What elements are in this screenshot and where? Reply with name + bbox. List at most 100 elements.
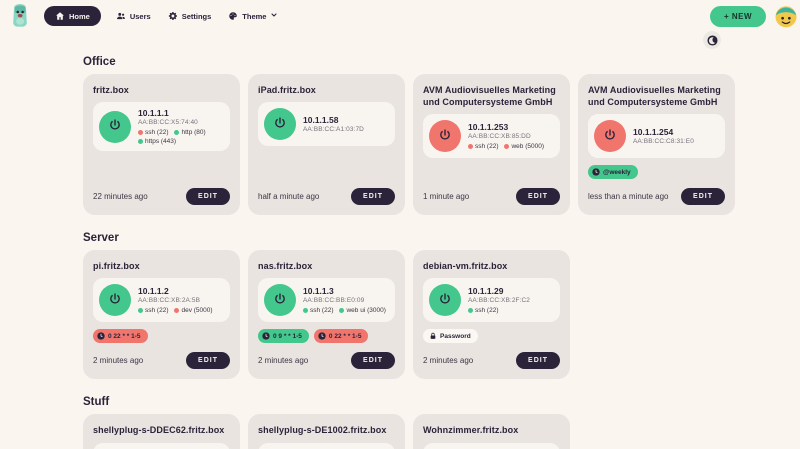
device-info: 10.1.1.29 AA:BB:CC:XB:2F:C2 ssh (22) [468,286,530,314]
device-card: iPad.fritz.box 10.1.1.58 AA:BB:CC:A1:03:7D… [248,74,405,216]
clock-icon [97,332,105,341]
device-name: debian-vm.fritz.box [423,261,508,272]
port-label: ssh (22) [475,307,499,315]
device-mac: AA:BB:CC:XB:2F:C2 [468,297,531,305]
card-grid: shellyplug-s-DDEC62.fritz.box 10.1.1.18AA… [83,414,800,449]
cron-badge: @weekly [588,165,638,180]
edit-button[interactable]: EDIT [186,352,230,370]
port-status[interactable]: https (443) [138,138,176,145]
device-mac: AA:BB:CC:A1:03:7D [303,126,364,134]
device-name: Wohnzimmer.fritz.box [423,425,519,436]
device-ip: 10.1.1.1 [138,108,169,119]
power-button[interactable] [429,284,461,317]
port-status[interactable]: http (80) [174,129,206,137]
device-card: debian-vm.fritz.box 10.1.1.29 AA:BB:CC:XB:… [413,250,570,380]
group-title: Server [83,232,119,245]
power-button[interactable] [99,110,131,143]
subbar [0,30,800,50]
device-box: 10.1.1.3 AA:BB:CC:BB:E0:09 ssh (22) web ui … [258,278,395,323]
dark-mode-toggle[interactable] [703,31,721,49]
port-status[interactable]: ssh (22) [468,143,498,150]
nav-label: Home [69,11,90,21]
new-device-button[interactable]: + NEW [709,5,766,27]
edit-button[interactable]: EDIT [351,352,395,370]
power-icon [108,292,122,309]
device-card: Wohnzimmer.fritz.box 10.1.1.229AA:BB:CC:X… [413,414,570,449]
power-button[interactable] [99,284,131,317]
edit-button[interactable]: EDIT [516,188,560,206]
group-title: Stuff [83,396,110,409]
nav-item-home[interactable]: Home [44,6,101,26]
device-name: shellyplug-s-DE1002.fritz.box [258,425,387,436]
port-status[interactable]: web ui (3000) [339,307,386,315]
last-seen-text: 22 minutes ago [93,192,148,202]
badge-label: Password [440,332,471,340]
port-label: ssh (22) [475,143,499,151]
palette-icon [228,11,238,21]
edit-button[interactable]: EDIT [516,352,560,370]
cron-badge: 0 9 * * 1-5 [258,329,309,344]
edit-button[interactable]: EDIT [351,188,395,206]
user-avatar[interactable] [774,4,798,28]
clock-icon [318,332,326,341]
device-box: 10.1.1.58 AA:BB:CC:A1:03:7D [258,102,395,147]
device-group: Stuff shellyplug-s-DDEC62.fritz.box 10.1.1… [83,396,800,449]
nav-label: Users [129,11,151,21]
port-list: ssh (22) web (5000) [468,143,544,150]
nav-label: Theme [242,11,267,21]
port-label: ssh (22) [310,307,334,315]
card-footer: less than a minute ago EDIT [588,179,725,206]
power-button[interactable] [264,284,296,317]
port-list: ssh (22) http (80) https (443) [138,129,224,145]
port-status[interactable]: web (5000) [504,143,544,150]
badge-label: @weekly [603,168,631,176]
power-icon [438,128,452,145]
password-badge: Password [423,329,478,344]
power-button[interactable] [264,108,296,141]
port-status[interactable]: ssh (22) [468,307,498,314]
avatar-icon [775,6,797,28]
port-status[interactable]: ssh (22) [303,307,333,314]
main-nav: Home Users Settings Theme [44,6,282,26]
nav-item-theme[interactable]: Theme [226,7,282,25]
card-footer: half a minute ago EDIT [258,179,395,206]
device-info: 10.1.1.253 AA:BB:CC:XB:85:DD ssh (22) web (… [468,122,544,150]
app-logo[interactable] [8,3,32,29]
device-mac: AA:BB:CC:X5:74:40 [138,119,198,127]
power-icon [438,292,452,309]
device-box: 10.1.1.1 AA:BB:CC:X5:74:40 ssh (22) http (8… [93,102,230,152]
power-button[interactable] [594,120,626,153]
port-list: ssh (22) [468,307,530,314]
device-box: 10.1.1.2 AA:BB:CC:XB:2A:5B ssh (22) dev (50… [93,278,230,323]
card-grid: fritz.box 10.1.1.1 AA:BB:CC:X5:74:40 ssh (2… [83,74,800,216]
moon-icon [706,34,718,46]
device-group: Office fritz.box 10.1.1.1 AA:BB:CC:X5:74:40… [83,56,800,216]
port-status[interactable]: dev (5000) [174,307,213,314]
device-mac: AA:BB:CC:XB:85:DD [468,133,531,141]
port-label: http (80) [181,129,206,137]
device-info: 10.1.1.3 AA:BB:CC:BB:E0:09 ssh (22) web ui … [303,286,386,314]
device-card: shellyplug-s-DE1002.fritz.box 10.1.1.19AA… [248,414,405,449]
device-box: 10.1.1.19AA:BB:CC:X0:2B:32http (80) [258,442,395,449]
card-footer: 22 minutes ago EDIT [93,179,230,206]
home-icon [55,11,65,21]
port-status[interactable]: ssh (22) [138,307,168,314]
power-icon [273,292,287,309]
port-label: web ui (3000) [346,307,386,315]
device-box: 10.1.1.254 AA:BB:CC:C8:31:E0 [588,114,725,159]
device-info: 10.1.1.1 AA:BB:CC:X5:74:40 ssh (22) http (8… [138,108,224,145]
nav-item-users[interactable]: Users [114,7,153,25]
device-info: 10.1.1.58 AA:BB:CC:A1:03:7D [303,115,364,133]
device-mac: AA:BB:CC:BB:E0:09 [303,297,365,305]
edit-button[interactable]: EDIT [186,188,230,206]
port-status[interactable]: ssh (22) [138,129,168,136]
power-button[interactable] [429,120,461,153]
edit-button[interactable]: EDIT [681,188,725,206]
device-card: nas.fritz.box 10.1.1.3 AA:BB:CC:BB:E0:09 ss… [248,250,405,380]
port-dot-icon [174,130,180,136]
nav-item-settings[interactable]: Settings [166,7,214,25]
device-info: 10.1.1.254 AA:BB:CC:C8:31:E0 [633,127,694,145]
port-dot-icon [138,308,143,314]
device-ip: 10.1.1.253 [468,122,509,133]
